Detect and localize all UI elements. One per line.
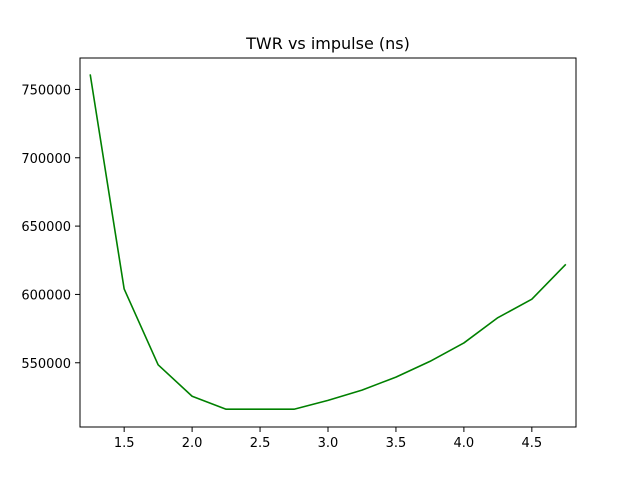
x-tick-label: 3.0 <box>318 436 339 451</box>
series-line <box>89 74 567 411</box>
series-layer <box>89 74 567 411</box>
x-tick-label: 2.5 <box>250 436 271 451</box>
x-tick-label: 4.5 <box>521 436 542 451</box>
y-tick-label: 650000 <box>21 220 71 235</box>
y-axis: 550000 600000 650000 700000 750000 <box>21 83 80 372</box>
y-tick-label: 750000 <box>21 83 71 98</box>
x-axis: 1.5 2.0 2.5 3.0 3.5 4.0 4.5 <box>114 427 542 451</box>
x-tick-label: 1.5 <box>114 436 135 451</box>
y-tick-label: 550000 <box>21 357 71 372</box>
chart-title: TWR vs impulse (ns) <box>245 34 410 53</box>
y-tick-label: 600000 <box>21 288 71 303</box>
x-tick-label: 2.0 <box>182 436 203 451</box>
x-tick-label: 4.0 <box>454 436 475 451</box>
y-tick-label: 700000 <box>21 152 71 167</box>
x-tick-label: 3.5 <box>386 436 407 451</box>
